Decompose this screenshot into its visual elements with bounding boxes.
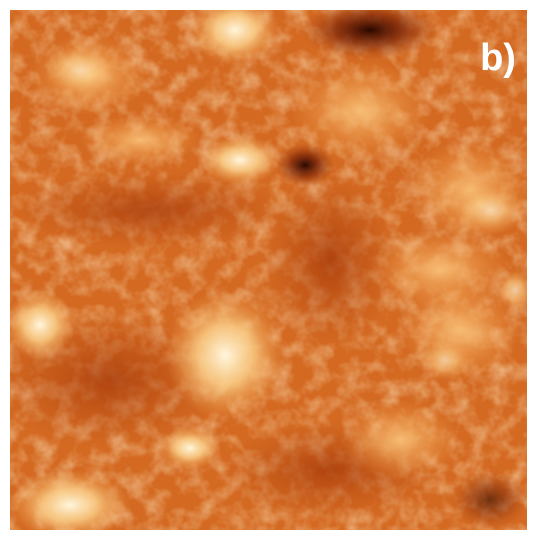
afm-image [0,0,533,540]
panel-label: b) [480,37,516,79]
afm-figure: b) [0,0,537,540]
page: {"panel_label": "b)"} [0,0,537,540]
